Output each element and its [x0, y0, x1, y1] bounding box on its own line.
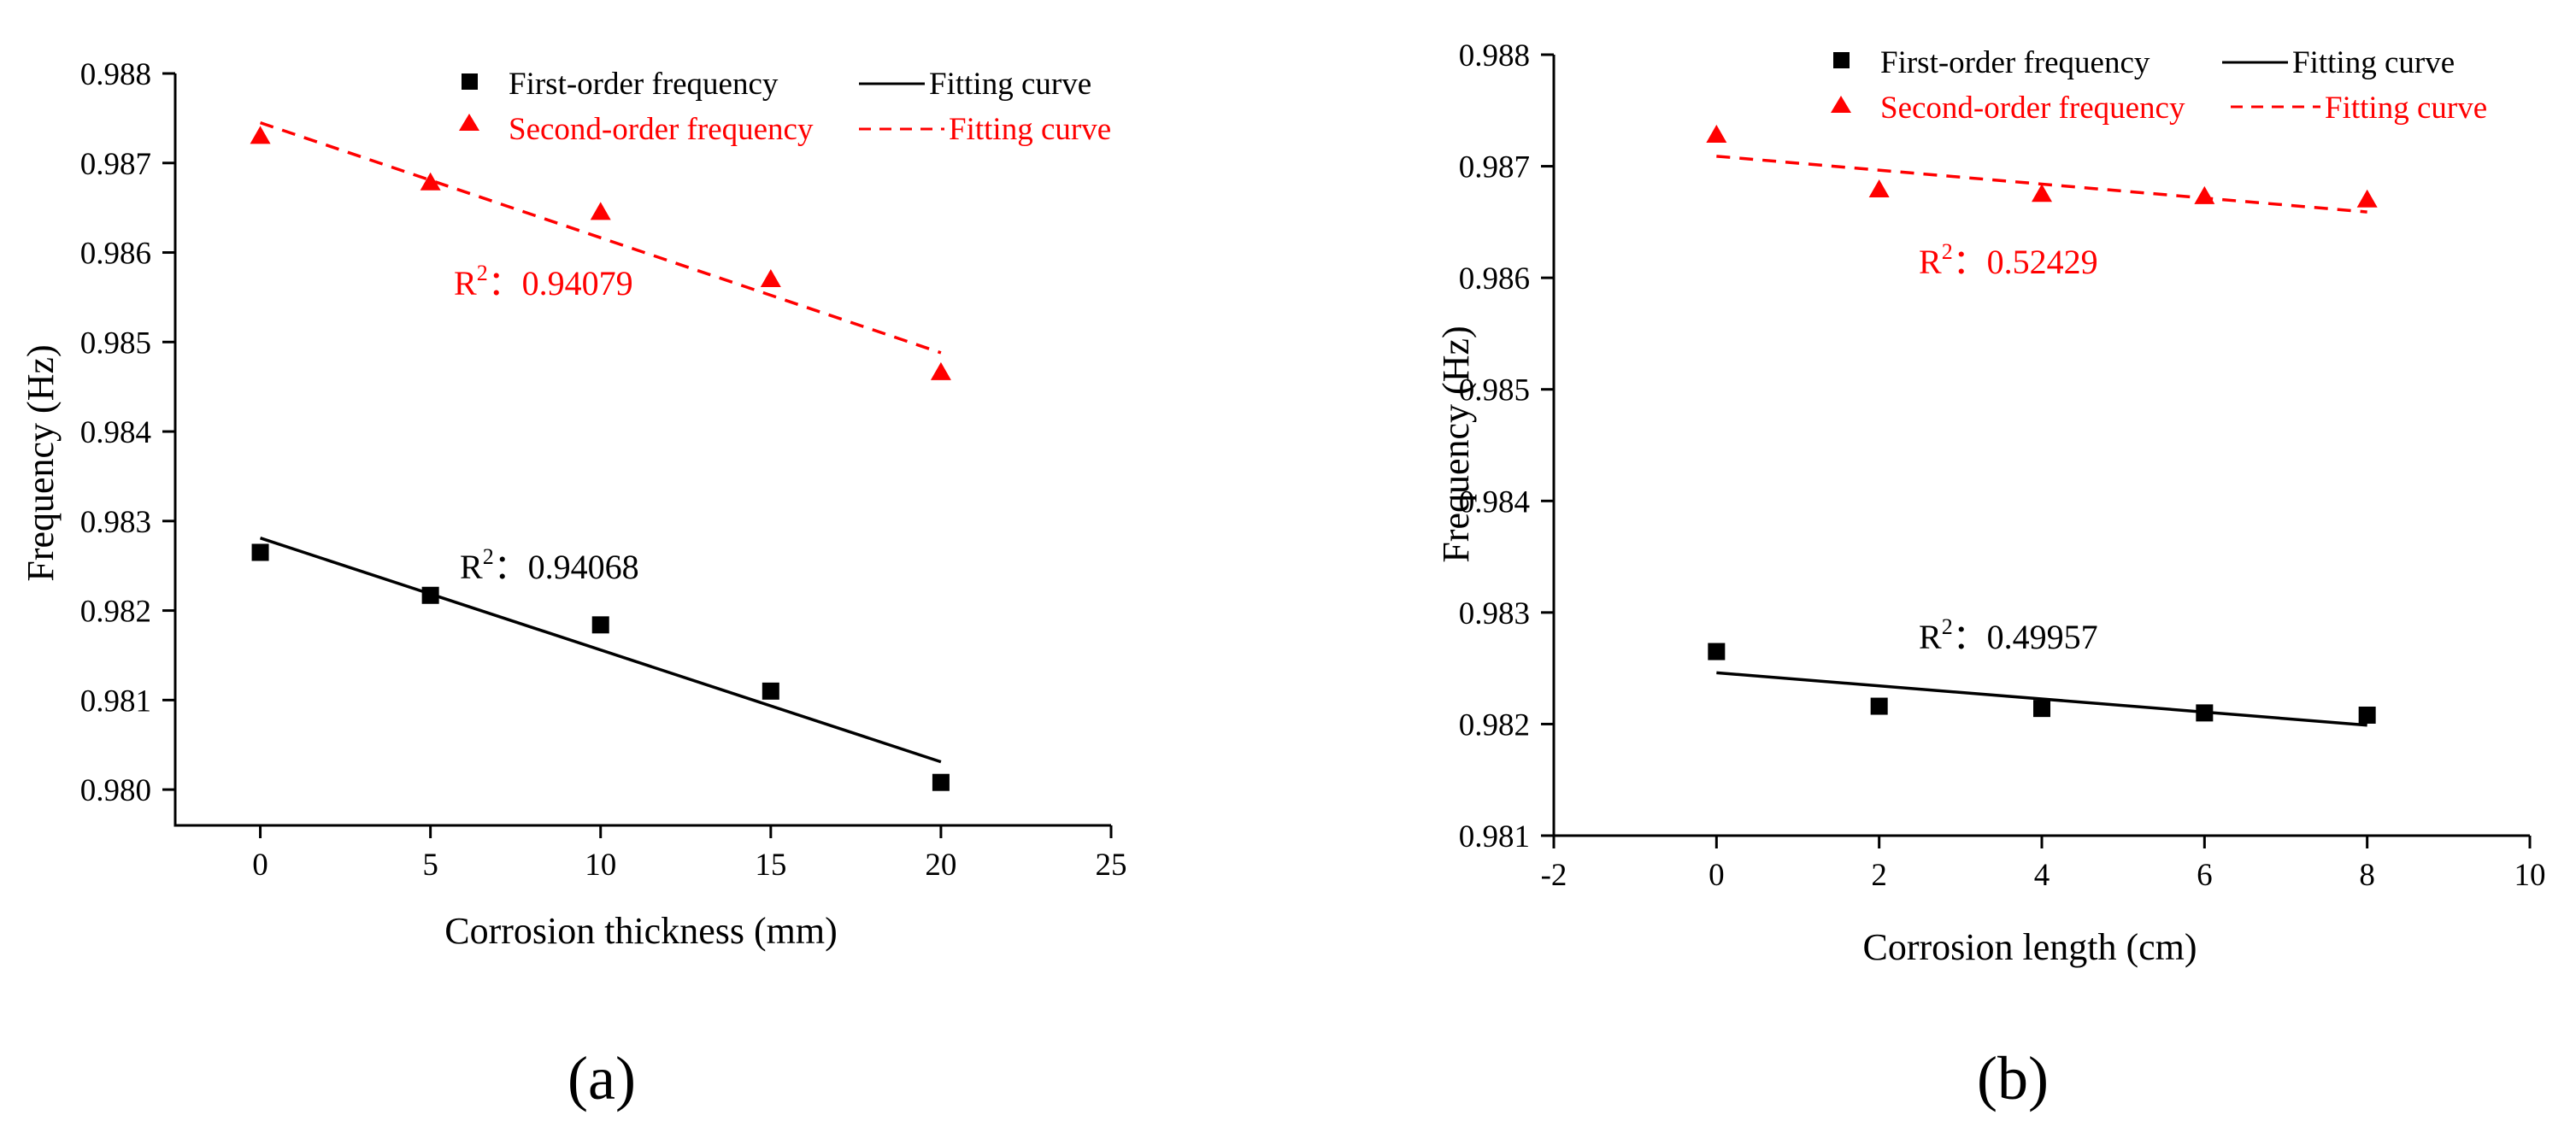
panel-label-b: (b) — [1977, 1044, 2049, 1112]
legend-marker-square-b — [1833, 52, 1850, 68]
x-tick-label-a: 15 — [755, 848, 786, 883]
x-tick-label-b: 6 — [2197, 858, 2213, 893]
point-first-order-a — [932, 773, 950, 791]
legend-label-second-order-b: Second-order frequency — [1880, 91, 2185, 126]
legend-label-first-order-b: First-order frequency — [1880, 45, 2150, 80]
x-axis-title-b: Corrosion length (cm) — [1862, 926, 2197, 968]
point-second-order-a — [930, 361, 951, 380]
legend-label-fit-solid-b: Fitting curve — [2292, 45, 2455, 80]
y-tick-label-b: 0.985 — [1459, 373, 1530, 408]
point-second-order-a — [760, 268, 781, 287]
axis-frame-b — [1552, 55, 2530, 837]
legend-marker-triangle-a — [459, 114, 479, 131]
y-tick-label-b: 0.981 — [1459, 819, 1530, 854]
y-tick-label-a: 0.985 — [80, 326, 151, 361]
legend-label-first-order-a: First-order frequency — [509, 67, 779, 102]
point-second-order-a — [420, 172, 441, 191]
legend-marker-square-a — [462, 73, 478, 90]
x-tick-label-a: 25 — [1096, 848, 1127, 883]
legend-label-fit-solid-a: Fitting curve — [929, 67, 1091, 102]
legend-b: First-order frequency Fitting curve Seco… — [1831, 45, 2487, 126]
legend-a: First-order frequency Fitting curve Seco… — [459, 67, 1111, 147]
r2-annotation-first-b: R2：0.49957 — [1919, 614, 2098, 656]
legend-marker-triangle-b — [1831, 96, 1851, 113]
point-first-order-a — [591, 616, 609, 634]
y-tick-label-b: 0.983 — [1459, 596, 1530, 631]
y-tick-label-a: 0.984 — [80, 415, 151, 450]
y-tick-label-a: 0.988 — [80, 57, 151, 92]
r2-annotation-second-a: R2：0.94079 — [454, 261, 633, 302]
x-tick-label-a: 0 — [252, 848, 268, 883]
fit-line-first-order-a — [259, 537, 942, 764]
point-second-order-b — [1868, 179, 1890, 197]
point-first-order-a — [421, 586, 439, 604]
point-first-order-b — [2033, 700, 2050, 718]
x-tick-label-b: 4 — [2034, 858, 2050, 893]
y-tick-label-b: 0.988 — [1459, 38, 1530, 73]
y-tick-label-a: 0.981 — [80, 684, 151, 719]
x-tick-label-b: 10 — [2514, 858, 2546, 893]
point-first-order-b — [1708, 643, 1726, 660]
x-tick-label-a: 10 — [585, 848, 616, 883]
x-tick-label-b: 2 — [1871, 858, 1887, 893]
point-first-order-a — [762, 682, 779, 700]
y-tick-label-b: 0.986 — [1459, 261, 1530, 296]
y-tick-label-a: 0.980 — [80, 773, 151, 808]
chart-panel-a: 0 5 10 15 20 25 0.980 0.981 0.982 0.983 0.984 0.985… — [20, 57, 1127, 1112]
point-second-order-b — [2032, 184, 2052, 203]
y-axis-title-b: Frequency (Hz) — [1435, 326, 1477, 562]
y-tick-label-b: 0.984 — [1459, 484, 1530, 519]
x-tick-label-a: 20 — [925, 848, 956, 883]
r2-annotation-first-a: R2：0.94068 — [460, 544, 639, 586]
x-tick-label-a: 5 — [422, 848, 438, 883]
point-first-order-b — [2358, 706, 2376, 724]
y-tick-label-a: 0.987 — [80, 147, 151, 182]
legend-label-second-order-a: Second-order frequency — [509, 112, 814, 147]
point-second-order-a — [250, 126, 271, 144]
y-tick-label-b: 0.987 — [1459, 150, 1530, 185]
y-tick-label-a: 0.983 — [80, 505, 151, 540]
axis-frame-a — [173, 73, 1111, 827]
x-axis-title-a: Corrosion thickness (mm) — [444, 910, 838, 952]
x-tick-label-b: -2 — [1541, 858, 1567, 893]
legend-label-fit-dashed-a: Fitting curve — [949, 112, 1111, 147]
point-first-order-b — [2196, 704, 2214, 722]
x-tick-label-b: 0 — [1709, 858, 1725, 893]
chart-panel-b: -2 0 2 4 6 8 10 0.981 0.982 0.983 0.984 0.985 0.986 0… — [1435, 38, 2546, 1112]
legend-label-fit-dashed-b: Fitting curve — [2325, 91, 2487, 126]
y-tick-label-b: 0.982 — [1459, 707, 1530, 743]
y-tick-label-a: 0.982 — [80, 595, 151, 630]
point-first-order-a — [251, 543, 269, 561]
y-axis-title-a: Frequency (Hz) — [20, 344, 62, 581]
point-second-order-a — [590, 202, 611, 220]
point-second-order-b — [2194, 185, 2215, 204]
point-first-order-b — [1870, 697, 1888, 715]
panel-label-a: (a) — [568, 1044, 636, 1112]
x-tick-label-b: 8 — [2359, 858, 2375, 893]
point-second-order-b — [2356, 189, 2378, 208]
r2-annotation-second-b: R2：0.52429 — [1919, 239, 2098, 281]
fit-line-first-order-b — [1716, 671, 2367, 727]
point-second-order-b — [1706, 125, 1727, 144]
fit-line-second-order-a — [259, 120, 942, 355]
y-tick-label-a: 0.986 — [80, 237, 151, 272]
